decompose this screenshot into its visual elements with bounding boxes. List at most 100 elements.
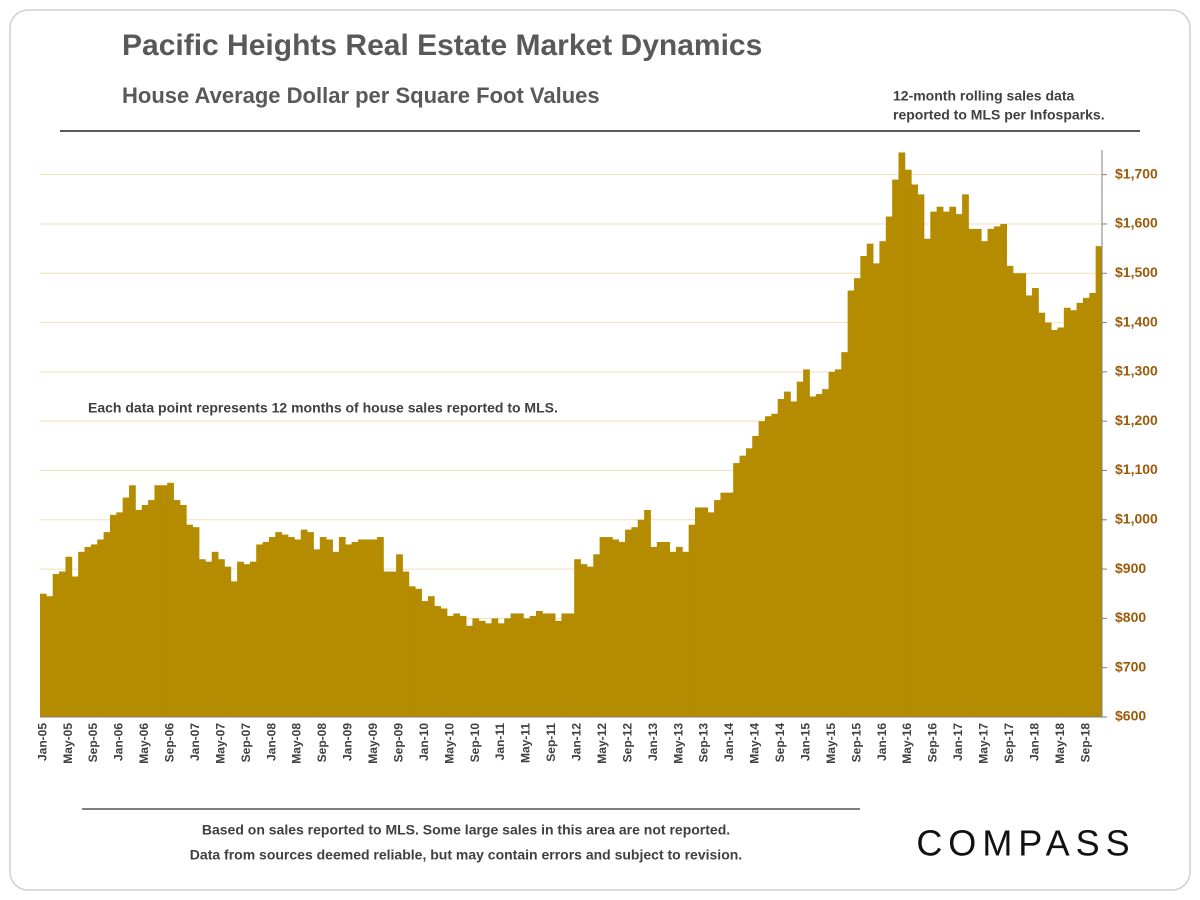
bar <box>892 179 899 717</box>
bar <box>529 615 537 717</box>
x-tick-label: May-09 <box>366 723 380 764</box>
annotation: Each data point represents 12 months of … <box>88 400 558 416</box>
bar <box>612 539 620 717</box>
bar <box>313 549 321 717</box>
footer-note: Based on sales reported to MLS. Some lar… <box>202 822 730 838</box>
bar <box>669 551 677 717</box>
bar <box>955 214 963 718</box>
x-tick-label: Sep-09 <box>391 723 405 763</box>
bar <box>1063 307 1071 717</box>
bar <box>962 194 969 718</box>
bar <box>472 618 480 717</box>
bar <box>847 290 855 717</box>
bar <box>936 206 944 717</box>
bar <box>230 581 238 717</box>
bar <box>548 613 556 717</box>
x-tick-label: May-13 <box>671 723 685 764</box>
bar <box>440 608 448 717</box>
y-tick-label: $1,400 <box>1115 313 1158 329</box>
bar <box>618 541 626 717</box>
bar <box>466 625 473 717</box>
bar <box>574 559 581 717</box>
bar <box>46 596 54 717</box>
bar <box>243 564 251 717</box>
bar <box>268 537 276 717</box>
bar <box>179 504 187 717</box>
x-tick-label: Sep-13 <box>697 723 711 763</box>
x-tick-label: May-17 <box>977 723 991 764</box>
bar <box>809 396 817 717</box>
bar <box>650 546 658 717</box>
bar <box>726 492 734 717</box>
bar <box>198 559 206 717</box>
bar <box>663 541 670 717</box>
bar <box>186 524 194 717</box>
bar <box>796 381 804 717</box>
x-tick-label: May-05 <box>61 723 75 764</box>
bar <box>288 537 295 717</box>
x-tick-label: Sep-15 <box>849 723 863 763</box>
bar <box>707 512 715 717</box>
y-tick-label: $1,600 <box>1115 215 1158 231</box>
bar <box>834 369 842 717</box>
bar <box>148 500 155 717</box>
x-tick-label: Jan-08 <box>264 723 278 761</box>
bar <box>752 435 759 717</box>
bar <box>1025 295 1033 717</box>
brand-logo: COMPASS <box>916 823 1135 864</box>
bar <box>421 601 429 717</box>
x-tick-label: Sep-16 <box>926 723 940 763</box>
bar <box>599 537 607 717</box>
bar <box>1044 322 1052 717</box>
x-tick-label: Jan-16 <box>875 723 889 761</box>
bar <box>389 571 397 717</box>
bar <box>968 228 976 717</box>
bar <box>396 554 403 717</box>
bar <box>873 263 880 717</box>
bar <box>377 537 384 717</box>
bar <box>567 613 575 717</box>
bar <box>542 613 550 717</box>
bar <box>459 615 467 717</box>
bar <box>860 256 868 717</box>
bar <box>917 194 925 718</box>
bar <box>644 509 651 717</box>
footer-note: Data from sources deemed reliable, but m… <box>190 847 742 863</box>
bar <box>510 613 518 717</box>
bar <box>167 482 174 717</box>
y-tick-label: $900 <box>1115 560 1146 576</box>
bar <box>78 551 85 717</box>
bar <box>1051 329 1058 717</box>
bar <box>739 455 747 717</box>
bar <box>605 537 613 717</box>
bar <box>904 169 912 717</box>
x-tick-label: May-15 <box>824 723 838 764</box>
x-tick-label: May-12 <box>595 723 609 764</box>
bar <box>593 554 601 717</box>
bar <box>822 389 829 717</box>
x-tick-label: Jan-18 <box>1027 723 1041 761</box>
bar <box>478 620 486 717</box>
x-tick-label: Jan-12 <box>570 723 584 761</box>
bar <box>828 371 836 717</box>
bar <box>758 421 766 717</box>
bar <box>561 613 569 717</box>
y-tick-label: $700 <box>1115 658 1146 674</box>
bar <box>1038 312 1046 717</box>
bar <box>898 152 906 717</box>
bar <box>116 512 124 717</box>
bar <box>249 561 257 717</box>
bar <box>682 551 690 717</box>
bar <box>154 485 162 717</box>
bar <box>408 586 416 717</box>
bar <box>675 546 683 717</box>
x-tick-label: May-16 <box>900 723 914 764</box>
bar <box>733 463 740 717</box>
y-tick-label: $1,500 <box>1115 264 1158 280</box>
bar <box>974 228 982 717</box>
x-tick-label: Jan-10 <box>417 723 431 761</box>
bar <box>275 532 283 717</box>
bar <box>97 539 104 717</box>
bar <box>262 541 270 717</box>
bar <box>497 623 505 717</box>
